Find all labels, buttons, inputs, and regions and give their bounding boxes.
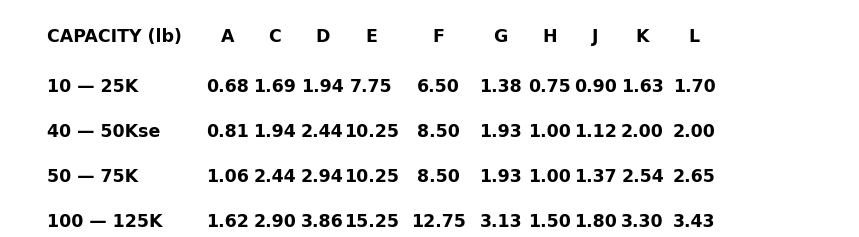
Text: J: J — [592, 28, 599, 46]
Text: 2.44: 2.44 — [301, 123, 344, 141]
Text: 10.25: 10.25 — [344, 168, 399, 186]
Text: K: K — [636, 28, 649, 46]
Text: 3.86: 3.86 — [301, 213, 344, 231]
Text: 1.70: 1.70 — [673, 78, 716, 96]
Text: 2.54: 2.54 — [621, 168, 664, 186]
Text: 1.93: 1.93 — [479, 123, 522, 141]
Text: 40 — 50Kse: 40 — 50Kse — [47, 123, 161, 141]
Text: 8.50: 8.50 — [417, 168, 460, 186]
Text: 1.63: 1.63 — [621, 78, 664, 96]
Text: H: H — [542, 28, 557, 46]
Text: 2.44: 2.44 — [253, 168, 296, 186]
Text: 10.25: 10.25 — [344, 123, 399, 141]
Text: 12.75: 12.75 — [411, 213, 466, 231]
Text: 15.25: 15.25 — [344, 213, 399, 231]
Text: 10 — 25K: 10 — 25K — [47, 78, 138, 96]
Text: 2.90: 2.90 — [253, 213, 296, 231]
Text: 0.81: 0.81 — [206, 123, 249, 141]
Text: 2.00: 2.00 — [621, 123, 664, 141]
Text: 0.68: 0.68 — [206, 78, 249, 96]
Text: 2.94: 2.94 — [301, 168, 344, 186]
Text: F: F — [432, 28, 444, 46]
Text: 8.50: 8.50 — [417, 123, 460, 141]
Text: A: A — [221, 28, 235, 46]
Text: 100 — 125K: 100 — 125K — [47, 213, 162, 231]
Text: 50 — 75K: 50 — 75K — [47, 168, 138, 186]
Text: 1.50: 1.50 — [528, 213, 571, 231]
Text: G: G — [494, 28, 508, 46]
Text: 1.62: 1.62 — [206, 213, 249, 231]
Text: 2.00: 2.00 — [673, 123, 716, 141]
Text: 1.00: 1.00 — [528, 123, 571, 141]
Text: 3.13: 3.13 — [479, 213, 522, 231]
Text: 1.12: 1.12 — [574, 123, 617, 141]
Text: E: E — [365, 28, 377, 46]
Text: 1.94: 1.94 — [253, 123, 296, 141]
Text: 1.69: 1.69 — [253, 78, 296, 96]
Text: 1.00: 1.00 — [528, 168, 571, 186]
Text: 0.90: 0.90 — [574, 78, 617, 96]
Text: D: D — [315, 28, 329, 46]
Text: 2.65: 2.65 — [673, 168, 716, 186]
Text: CAPACITY (lb): CAPACITY (lb) — [47, 28, 182, 46]
Text: 1.80: 1.80 — [574, 213, 617, 231]
Text: 3.30: 3.30 — [621, 213, 664, 231]
Text: L: L — [689, 28, 699, 46]
Text: 1.37: 1.37 — [574, 168, 617, 186]
Text: 1.38: 1.38 — [479, 78, 522, 96]
Text: 1.94: 1.94 — [301, 78, 344, 96]
Text: 0.75: 0.75 — [528, 78, 571, 96]
Text: 1.06: 1.06 — [206, 168, 249, 186]
Text: C: C — [269, 28, 281, 46]
Text: 6.50: 6.50 — [417, 78, 460, 96]
Text: 7.75: 7.75 — [350, 78, 393, 96]
Text: 3.43: 3.43 — [673, 213, 716, 231]
Text: 1.93: 1.93 — [479, 168, 522, 186]
